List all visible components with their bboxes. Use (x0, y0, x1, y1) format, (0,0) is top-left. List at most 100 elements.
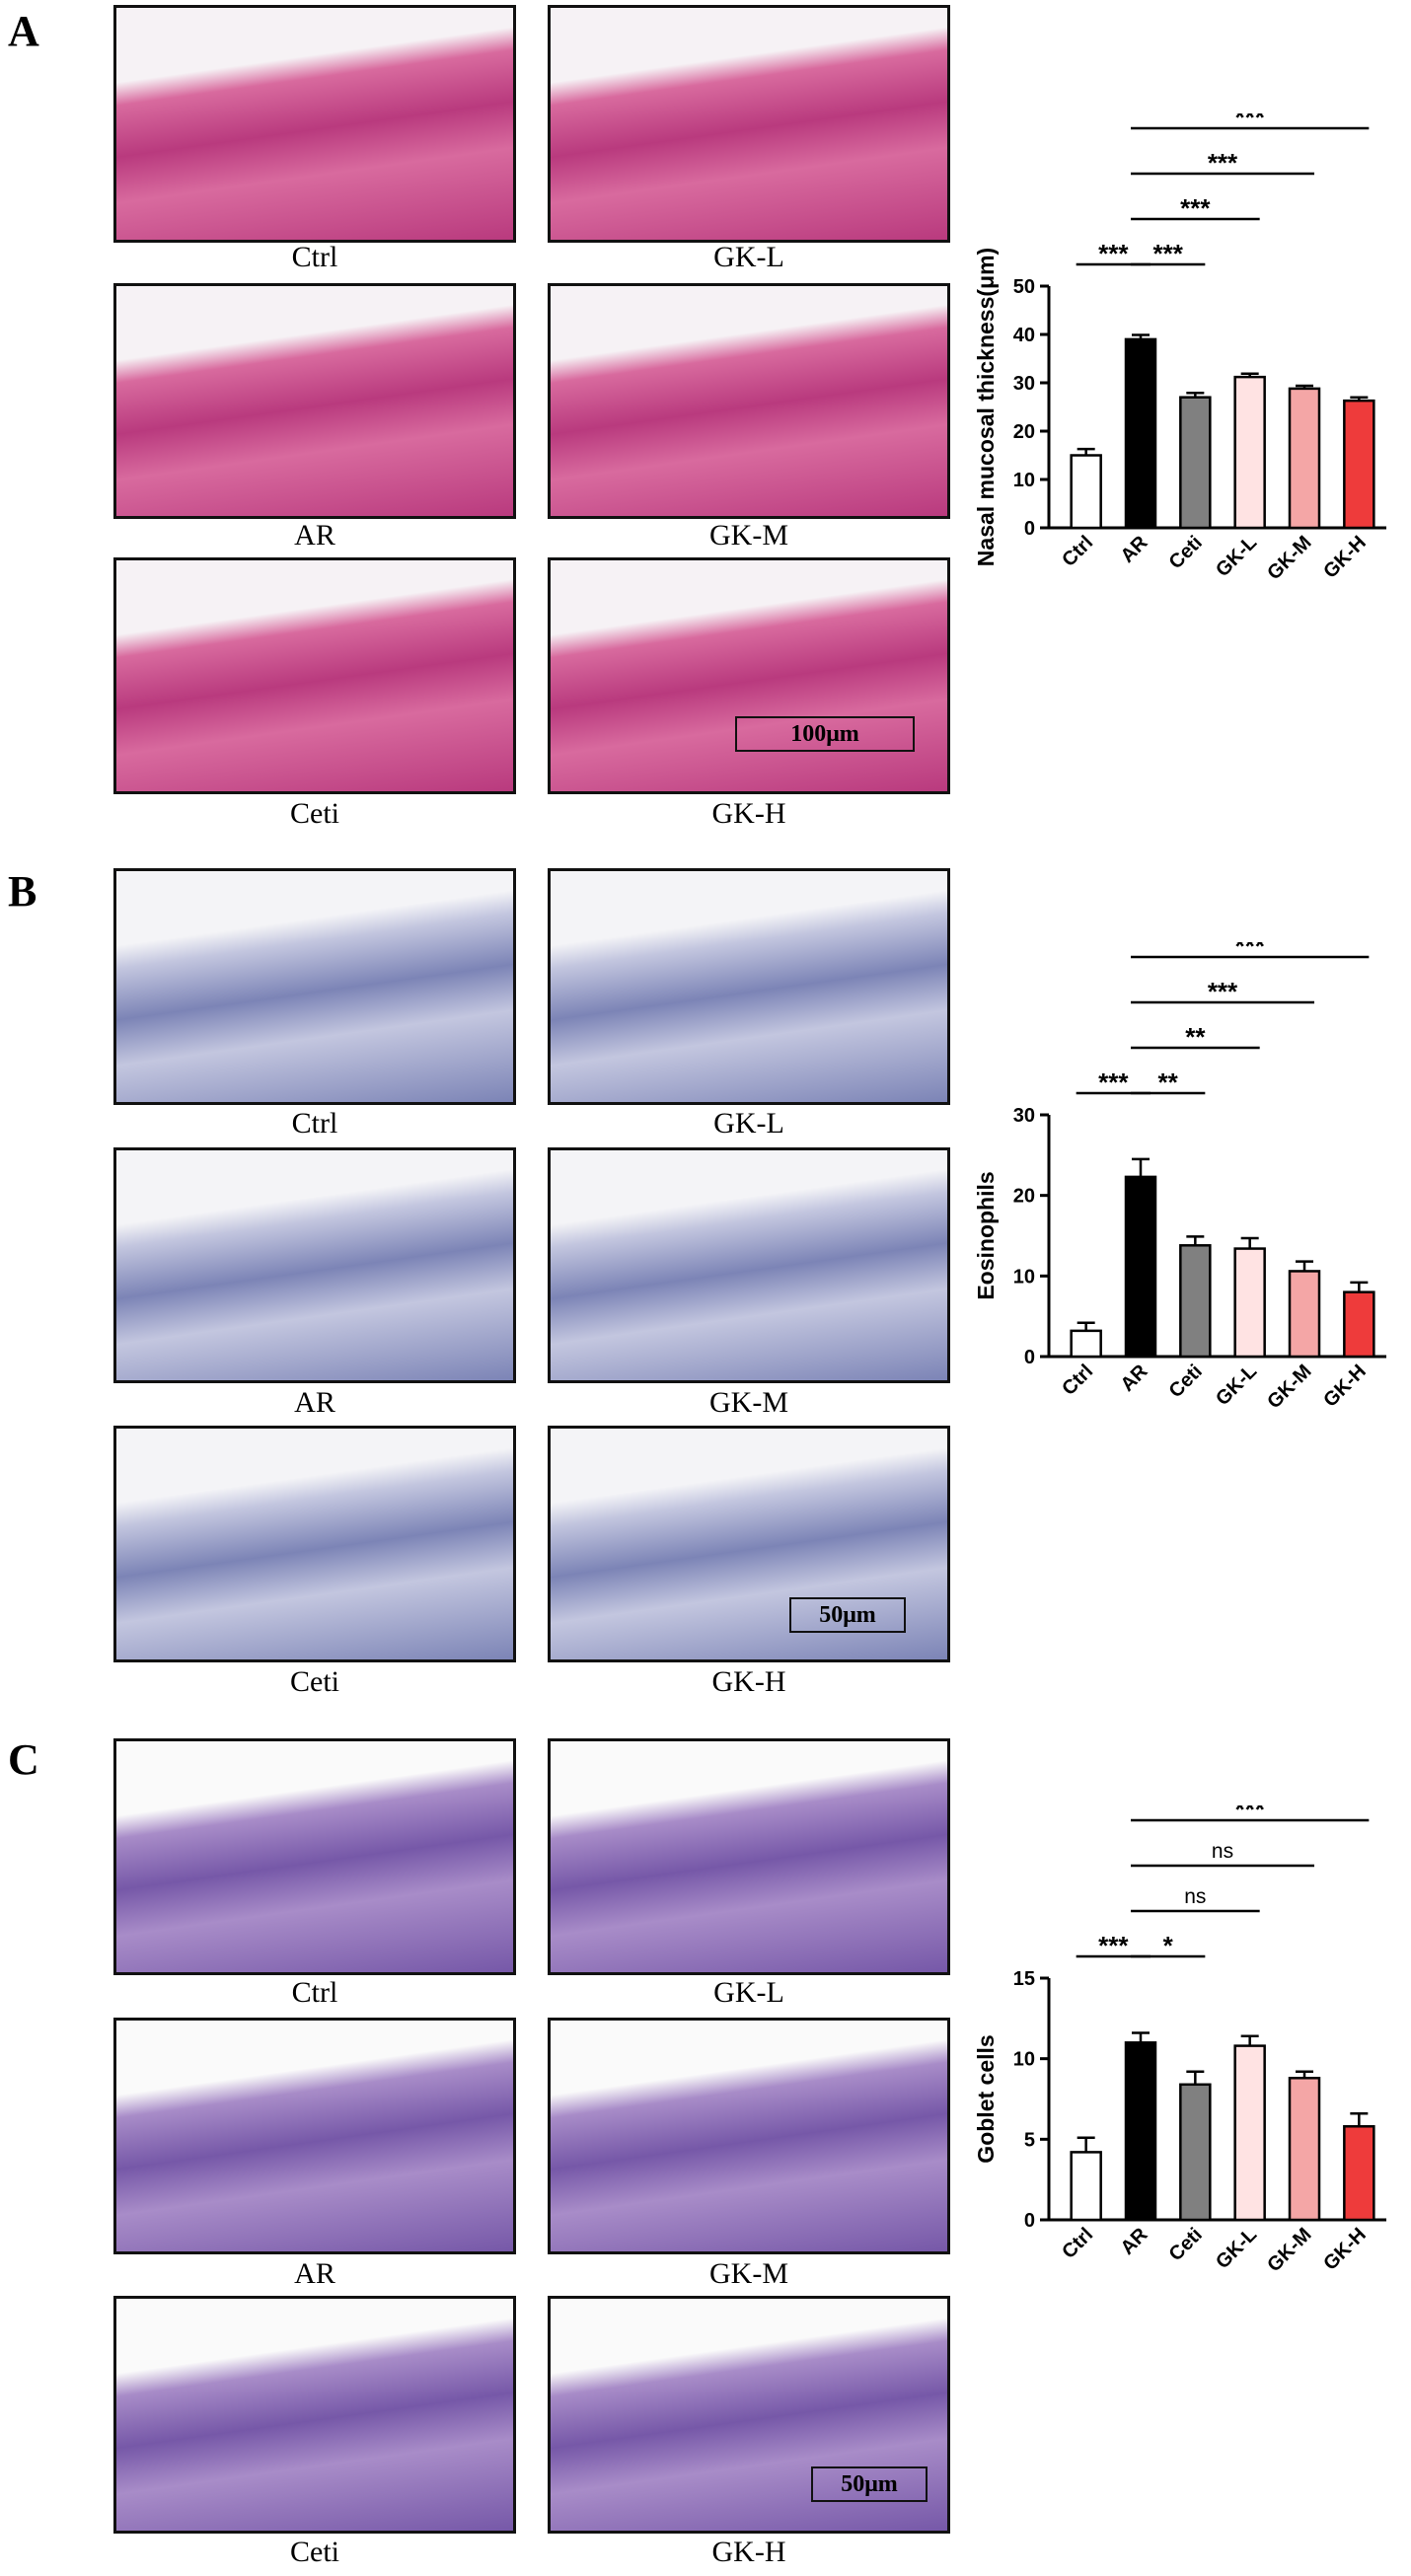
caption-c-ar: AR (294, 2257, 335, 2290)
y-tick-label: 20 (1013, 1186, 1035, 1208)
category-label: Ceti (1165, 532, 1207, 573)
significance-label: *** (1152, 239, 1183, 268)
y-tick-label: 10 (1013, 2049, 1035, 2071)
micrograph-c-gkh (548, 2296, 950, 2534)
category-label: Ceti (1165, 1361, 1207, 1402)
category-label: GK-H (1319, 532, 1371, 583)
y-axis-label: Eosinophils (973, 1171, 999, 1299)
micrograph-a-gkh (548, 557, 950, 794)
caption-c-gkl: GK-L (713, 1976, 784, 2009)
y-tick-label: 0 (1024, 518, 1035, 540)
micrograph-a-ceti (113, 557, 516, 794)
micrograph-a-gkm (548, 283, 950, 519)
micrograph-b-ceti (113, 1426, 516, 1662)
chart-a-svg: 0 10 20 30 40 50 Nasal mucosal thickness(μm) Ct… (973, 113, 1386, 584)
chart-a: 0 10 20 30 40 50 Nasal mucosal thickness(μm) Ct… (972, 113, 1406, 607)
category-label: GK-M (1263, 2224, 1315, 2276)
category-label: GK-H (1319, 1361, 1371, 1412)
micrograph-a-gkl (548, 5, 950, 243)
y-tick-label: 10 (1013, 1266, 1035, 1288)
chart-b-svg: 0 10 20 30 Eosinophils Ctrl AR Ceti GK-L GK-M GK-H… (973, 942, 1386, 1413)
caption-a-gkl: GK-L (713, 241, 784, 273)
chart-b: 0 10 20 30 Eosinophils Ctrl AR Ceti GK-L GK-M GK-H… (972, 942, 1406, 1435)
significance-label: *** (1180, 193, 1211, 223)
bar (1179, 396, 1212, 530)
bar (1233, 375, 1266, 530)
bar (1288, 387, 1321, 530)
caption-c-ctrl: Ctrl (291, 1976, 338, 2009)
caption-b-gkl: GK-L (713, 1107, 784, 1140)
y-tick-label: 15 (1013, 1968, 1035, 1990)
category-label: GK-M (1263, 532, 1315, 584)
bar (1343, 2125, 1375, 2222)
micrograph-b-ctrl (113, 868, 516, 1105)
caption-a-gkh: GK-H (711, 797, 786, 830)
caption-b-gkh: GK-H (711, 1665, 786, 1698)
category-label: Ceti (1165, 2224, 1207, 2265)
category-label: Ctrl (1058, 532, 1097, 571)
significance-label: *** (1234, 113, 1265, 132)
micrograph-a-ar (113, 283, 516, 519)
y-tick-label: 10 (1013, 470, 1035, 491)
significance-label: * (1163, 1931, 1174, 1960)
micrograph-c-ctrl (113, 1738, 516, 1975)
category-label: GK-L (1212, 1361, 1261, 1410)
caption-b-ctrl: Ctrl (291, 1107, 338, 1140)
micrograph-c-gkm (548, 2018, 950, 2254)
category-label: GK-L (1212, 2224, 1261, 2273)
y-tick-label: 0 (1024, 1347, 1035, 1368)
y-tick-label: 30 (1013, 1105, 1035, 1127)
y-tick-label: 40 (1013, 325, 1035, 346)
micrograph-b-gkm (548, 1147, 950, 1383)
bar (1288, 2077, 1321, 2222)
caption-a-ceti: Ceti (290, 797, 339, 830)
caption-b-gkm: GK-M (709, 1386, 788, 1419)
significance-label: ** (1185, 1022, 1206, 1052)
category-label: GK-H (1319, 2224, 1371, 2275)
bar (1179, 1244, 1212, 1359)
caption-c-ceti: Ceti (290, 2536, 339, 2568)
micrograph-c-ar (113, 2018, 516, 2254)
micrograph-b-ar (113, 1147, 516, 1383)
y-tick-label: 20 (1013, 421, 1035, 443)
significance-label: *** (1234, 1805, 1265, 1824)
significance-label: *** (1208, 148, 1238, 178)
bar (1070, 2151, 1102, 2222)
y-axis-label: Goblet cells (973, 2034, 999, 2163)
caption-b-ceti: Ceti (290, 1665, 339, 1698)
category-label: GK-M (1263, 1361, 1315, 1413)
panel-letter-c: C (8, 1735, 39, 1784)
bar (1343, 399, 1375, 530)
category-label: AR (1117, 2224, 1152, 2259)
caption-b-ar: AR (294, 1386, 335, 1419)
category-label: AR (1117, 532, 1152, 567)
bar (1124, 2041, 1157, 2222)
bar (1124, 1175, 1157, 1359)
bar (1233, 2044, 1266, 2222)
chart-c-svg: 0 5 10 15 Goblet cells Ctrl AR Ceti GK-L GK-M GK-H… (973, 1805, 1386, 2276)
scale-bar-a: 100μm (735, 716, 915, 752)
bar (1179, 2083, 1212, 2222)
y-axis-label: Nasal mucosal thickness(μm) (973, 248, 999, 566)
caption-a-gkm: GK-M (709, 519, 788, 552)
micrograph-b-gkh (548, 1426, 950, 1662)
y-tick-label: 5 (1024, 2129, 1035, 2151)
chart-c: 0 5 10 15 Goblet cells Ctrl AR Ceti GK-L GK-M GK-H… (972, 1805, 1406, 2299)
significance-label: *** (1098, 239, 1129, 268)
caption-c-gkm: GK-M (709, 2257, 788, 2290)
scale-bar-c: 50μm (811, 2466, 928, 2502)
category-label: GK-L (1212, 532, 1261, 581)
panel-letter-a: A (8, 7, 39, 55)
significance-label: ns (1184, 1885, 1206, 1908)
category-label: Ctrl (1058, 2224, 1097, 2263)
bar (1124, 337, 1157, 530)
micrograph-b-gkl (548, 868, 950, 1105)
caption-c-gkh: GK-H (711, 2536, 786, 2568)
significance-label: *** (1098, 1931, 1129, 1960)
significance-label: *** (1098, 1067, 1129, 1097)
y-tick-label: 0 (1024, 2210, 1035, 2232)
micrograph-a-ctrl (113, 5, 516, 243)
bar (1233, 1247, 1266, 1359)
category-label: Ctrl (1058, 1361, 1097, 1400)
bar (1343, 1290, 1375, 1359)
